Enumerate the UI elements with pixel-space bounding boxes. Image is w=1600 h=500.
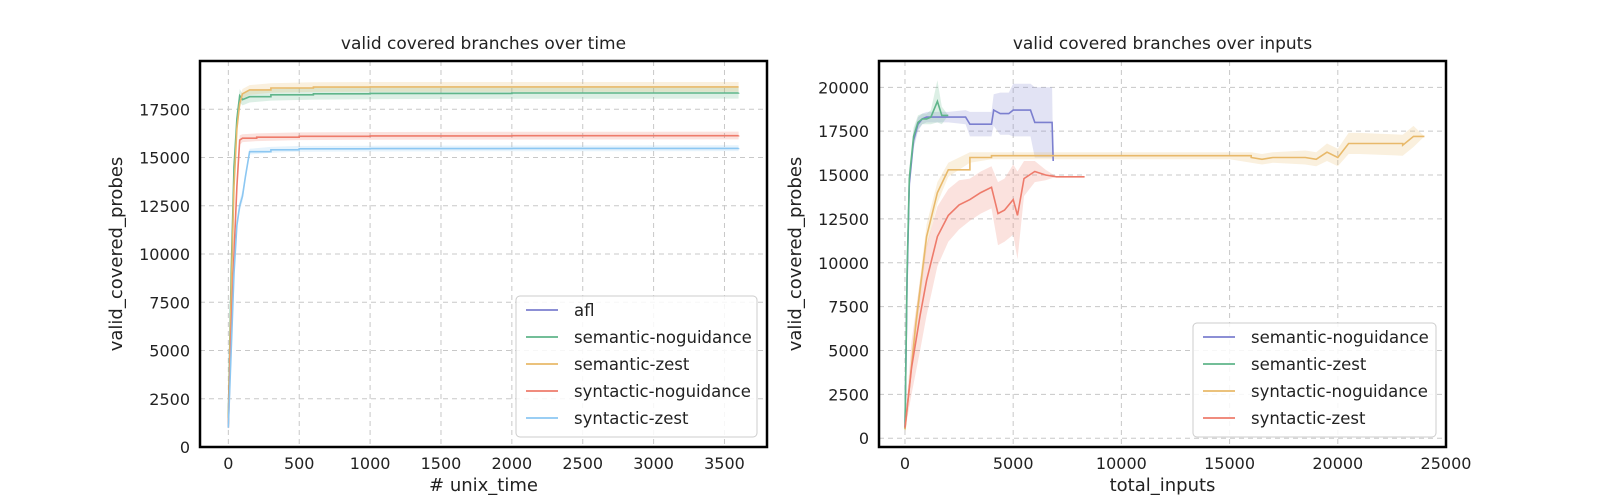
series-line-semantic-zest: [904, 99, 949, 430]
chart-time: valid covered branches over time 0 500 1000…: [106, 34, 769, 496]
y-tick-label: 15000: [818, 166, 869, 185]
y-tick-label: 12500: [139, 197, 190, 216]
legend-box: [1192, 322, 1437, 438]
x-tick-label: 3500: [704, 454, 745, 473]
y-tick-label: 2500: [828, 385, 869, 404]
series-line-syntactic-noguidance: [904, 135, 1425, 430]
x-tick-label: 5000: [993, 454, 1034, 473]
chart-title: valid covered branches over inputs: [1013, 34, 1313, 54]
y-axis-label: valid_covered_probes: [785, 157, 806, 352]
chart-title: valid covered branches over time: [341, 34, 626, 54]
legend-label-semantic-zest: semantic-zest: [1251, 355, 1367, 374]
legend-label-syntactic-noguidance: syntactic-noguidance: [574, 382, 751, 401]
series-line-syntactic-zest: [227, 147, 740, 428]
x-tick-label: 0: [900, 454, 910, 473]
x-tick-label: 15000: [1204, 454, 1255, 473]
y-tick-label: 5000: [828, 342, 869, 361]
x-tick-label: 2500: [562, 454, 603, 473]
y-tick-label: 10000: [818, 254, 869, 273]
x-tick-label: 25000: [1421, 454, 1472, 473]
series-line-syntactic-noguidance: [227, 134, 740, 428]
legend-label-semantic-zest: semantic-zest: [574, 355, 690, 374]
legend-label-semantic-noguidance: semantic-noguidance: [1251, 328, 1429, 347]
y-tick-label: 2500: [149, 390, 190, 409]
x-tick-label: 3000: [633, 454, 674, 473]
x-tick-label: 20000: [1312, 454, 1363, 473]
plot-frame: [877, 59, 1448, 449]
y-tick-label: 0: [859, 429, 869, 448]
x-axis-label: # unix_time: [429, 475, 538, 496]
y-tick-label: 7500: [149, 293, 190, 312]
x-tick-label: 1000: [350, 454, 391, 473]
x-tick-label: 2000: [491, 454, 532, 473]
y-axis-label: valid_covered_probes: [106, 157, 127, 352]
plot-frame: [198, 59, 769, 449]
series-line-semantic-zest: [227, 86, 739, 424]
series-line-semantic-noguidance: [904, 108, 1054, 428]
x-axis-label: total_inputs: [1110, 475, 1216, 496]
legend-label-syntactic-noguidance: syntactic-noguidance: [1251, 382, 1428, 401]
legend-label-semantic-noguidance: semantic-noguidance: [574, 328, 752, 347]
chart-inputs: valid covered branches over inputs 0 5000 1…: [785, 34, 1471, 496]
series-band-syntactic-zest: [905, 161, 1085, 432]
y-tick-label: 10000: [139, 245, 190, 264]
x-tick-label: 0: [223, 454, 233, 473]
legend-label-syntactic-zest: syntactic-zest: [574, 409, 689, 428]
x-tick-label: 500: [284, 454, 315, 473]
legend-label-syntactic-zest: syntactic-zest: [1251, 409, 1366, 428]
y-tick-label: 5000: [149, 342, 190, 361]
x-tick-label: 1500: [421, 454, 462, 473]
y-tick-label: 7500: [828, 298, 869, 317]
legend: semantic-noguidance semantic-zest syntacti…: [1192, 322, 1437, 438]
y-tick-label: 20000: [818, 78, 869, 97]
y-tick-label: 0: [180, 438, 190, 457]
series-band-semantic-noguidance: [905, 83, 1054, 432]
x-tick-label: 10000: [1096, 454, 1147, 473]
y-tick-label: 17500: [139, 100, 190, 119]
legend: afl semantic-noguidance semantic-zest synta…: [515, 295, 758, 438]
series-line-syntactic-zest: [904, 170, 1085, 428]
y-tick-label: 17500: [818, 122, 869, 141]
y-tick-label: 12500: [818, 210, 869, 229]
legend-box: [515, 295, 758, 438]
legend-label-afl: afl: [574, 301, 595, 320]
y-tick-label: 15000: [139, 149, 190, 168]
